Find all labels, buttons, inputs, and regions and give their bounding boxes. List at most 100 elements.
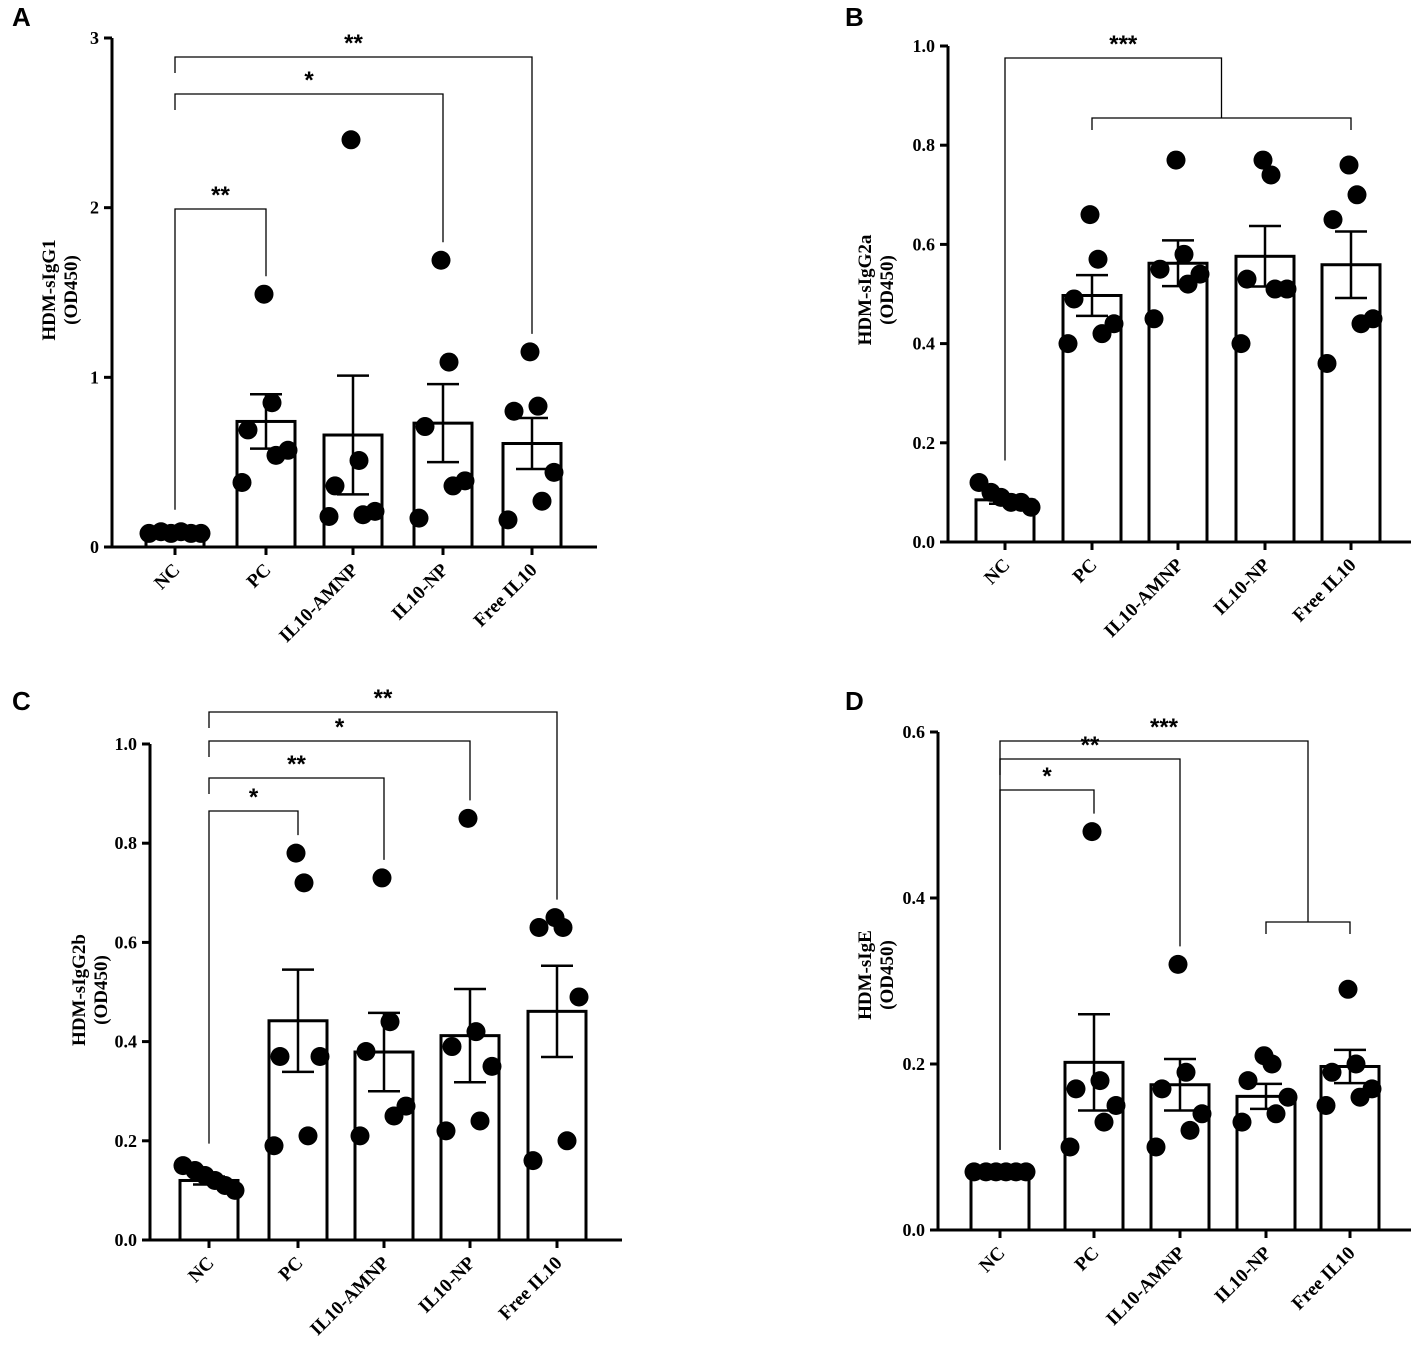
data-point	[1094, 1112, 1114, 1132]
data-point	[298, 1126, 318, 1146]
data-point	[553, 918, 573, 938]
significance-bracket	[999, 758, 1181, 947]
bar-nc	[969, 1171, 1031, 1232]
significance-label: ***	[1109, 31, 1138, 58]
data-point	[349, 450, 369, 470]
y-tick-label: 0.2	[913, 433, 936, 453]
y-axis-label-line: HDM-sIgE	[855, 930, 876, 1020]
data-point	[1176, 1062, 1196, 1082]
data-point	[1106, 1096, 1126, 1115]
data-point	[1338, 979, 1358, 999]
x-category-label: PC	[275, 1253, 308, 1286]
y-axis-label-line: (OD450)	[91, 955, 112, 1025]
bar-free-il10	[1320, 263, 1382, 544]
data-point	[270, 1046, 290, 1066]
data-point	[1232, 1112, 1252, 1132]
data-point	[384, 1106, 404, 1126]
y-axis-label-line: (OD450)	[877, 940, 898, 1010]
data-point	[442, 1037, 462, 1057]
y-axis-label: HDM-sIgG2a(OD450)	[855, 234, 898, 345]
data-point	[1080, 205, 1100, 225]
data-point	[1152, 1079, 1172, 1099]
significance-bracket	[208, 740, 471, 801]
x-category-label: IL10-AMNP	[1102, 1242, 1190, 1330]
data-point	[232, 473, 252, 493]
group-bracket	[1091, 117, 1352, 130]
data-point	[353, 505, 373, 525]
x-category-label: IL10-NP	[388, 559, 453, 624]
data-point	[532, 491, 552, 511]
significance-label: *	[335, 714, 345, 741]
x-category-label: PC	[1069, 555, 1102, 588]
data-point	[372, 868, 392, 888]
data-point	[262, 393, 282, 413]
y-tick-label: 0.6	[115, 932, 138, 952]
significance-bracket	[174, 56, 533, 334]
data-point	[520, 342, 540, 362]
data-point	[1166, 150, 1186, 170]
significance-label: **	[1081, 732, 1100, 759]
data-point	[1016, 1162, 1036, 1182]
y-tick-label: 0.8	[913, 135, 936, 155]
y-axis-label-line: (OD450)	[61, 255, 82, 325]
data-point	[356, 1042, 376, 1062]
data-point	[294, 873, 314, 893]
data-point	[1066, 1079, 1086, 1099]
x-category-label: NC	[184, 1253, 218, 1287]
panel-letter: B	[845, 2, 864, 32]
data-point	[544, 462, 564, 482]
data-point	[482, 1056, 502, 1076]
data-point	[380, 1012, 400, 1032]
y-axis-label: HDM-sIgG2b(OD450)	[69, 934, 112, 1046]
data-point	[1253, 150, 1273, 170]
data-point	[225, 1180, 245, 1200]
group-bracket	[1265, 921, 1351, 934]
data-point	[1347, 185, 1367, 205]
x-category-label: Free IL10	[1289, 555, 1361, 627]
data-point	[1168, 954, 1188, 974]
y-tick-label: 3	[90, 28, 99, 48]
data-point	[1192, 1104, 1212, 1124]
data-point	[1060, 1137, 1080, 1157]
data-point	[266, 445, 286, 465]
significance-bracket	[208, 777, 385, 860]
data-point	[319, 506, 339, 526]
significance-bracket	[1004, 57, 1223, 461]
data-point	[341, 130, 361, 150]
data-point	[1316, 1096, 1336, 1115]
data-point	[1262, 1054, 1282, 1074]
data-point	[1088, 249, 1108, 269]
y-tick-label: 0.4	[115, 1032, 138, 1052]
data-point	[254, 284, 274, 304]
data-point	[238, 420, 258, 440]
data-point	[504, 401, 524, 421]
data-point	[1090, 1071, 1110, 1091]
x-category-label: IL10-NP	[415, 1252, 480, 1317]
chart-panel-d: D HDM-sIgE(OD450) 0.0 0.2 0.4 0.6 NC PCIL10-AMN…	[845, 686, 1411, 1330]
data-point	[1092, 324, 1112, 344]
data-point	[436, 1121, 456, 1141]
y-axis-label-line: HDM-sIgG2a	[855, 234, 876, 345]
data-point	[1146, 1137, 1166, 1157]
x-category-label: PC	[243, 560, 276, 593]
y-axis-label: HDM-sIgE(OD450)	[855, 930, 898, 1020]
significance-label: *	[304, 67, 314, 94]
data-point	[557, 1131, 577, 1151]
y-tick-label: 1	[90, 367, 99, 387]
data-point	[415, 417, 435, 437]
x-category-label: IL10-AMNP	[275, 559, 363, 647]
data-point	[1278, 1087, 1298, 1107]
data-point	[431, 250, 451, 270]
data-point	[523, 1151, 543, 1171]
significance-bracket	[174, 208, 267, 510]
y-tick-label: 0.6	[903, 722, 926, 742]
data-point	[1350, 1087, 1370, 1107]
data-point	[1346, 1054, 1366, 1074]
data-point	[1064, 289, 1084, 309]
y-tick-label: 0.0	[115, 1230, 138, 1250]
data-point	[1238, 1071, 1258, 1091]
data-point	[439, 352, 459, 372]
data-point	[1174, 244, 1194, 264]
y-tick-label: 0.6	[913, 234, 936, 254]
